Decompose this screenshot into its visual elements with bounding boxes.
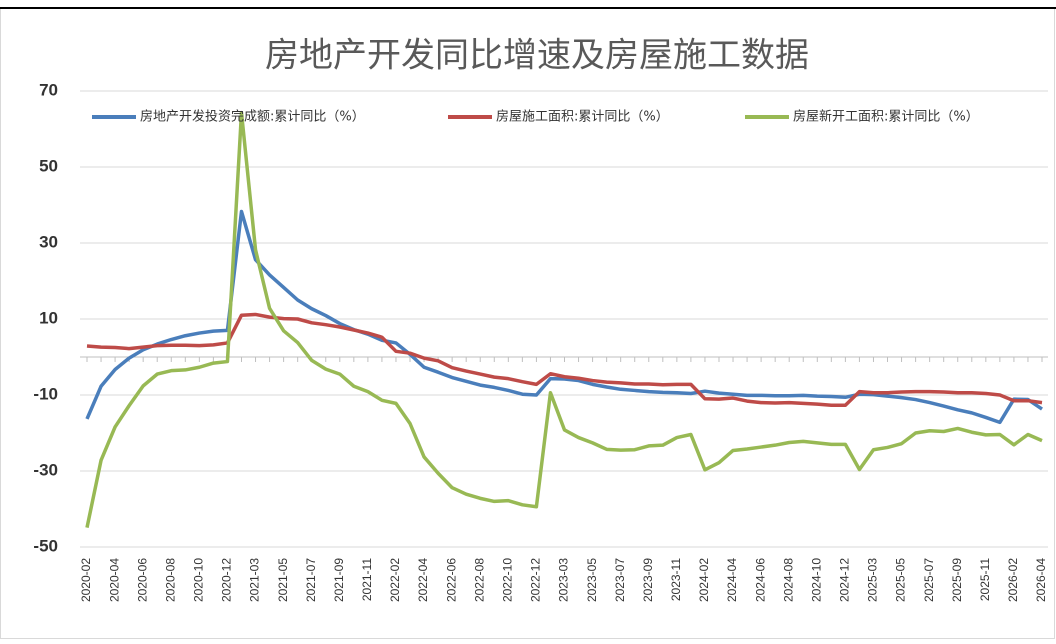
x-tick-label: 2022-12 [529,558,543,602]
x-tick-label: 2020-04 [107,558,121,602]
x-tick-label: 2024-10 [809,558,823,602]
x-tick-label: 2023-09 [641,558,655,602]
series-line [86,312,1043,408]
x-tick-label: 2022-02 [388,558,402,602]
y-tick-label: 30 [39,232,58,251]
x-tick-label: 2020-12 [220,558,234,602]
y-tick-label: -50 [33,536,58,555]
x-tick-label: 2023-07 [613,558,627,602]
x-tick-label: 2020-10 [192,558,206,602]
y-tick-label: 50 [39,156,58,175]
y-tick-label: -30 [33,460,58,479]
x-tick-label: 2020-06 [135,558,149,602]
x-tick-label: 2021-03 [248,558,262,602]
y-tick-label: -10 [33,384,58,403]
x-tick-label: 2024-12 [838,558,852,602]
x-tick-label: 2025-03 [866,558,880,602]
x-tick-label: 2024-02 [697,558,711,602]
legend-label: 房地产开发投资完成额:累计同比（%） [140,109,365,125]
x-tick-label: 2022-08 [472,558,486,602]
legend-label: 房屋施工面积:累计同比（%） [496,109,669,125]
x-tick-label: 2023-03 [557,558,571,602]
legend-label: 房屋新开工面积:累计同比（%） [793,109,979,125]
x-tick-label: 2025-11 [978,558,992,601]
x-tick-label: 2023-05 [585,558,599,602]
y-tick-label: 10 [39,308,58,327]
y-tick-label: 70 [39,80,58,99]
x-tick-label: 2020-08 [163,558,177,602]
x-tick-label: 2021-09 [332,558,346,602]
x-tick-label: 2024-06 [753,558,767,602]
chart-frame [0,8,1055,639]
x-tick-label: 2024-08 [781,558,795,602]
x-tick-label: 2022-10 [500,558,514,602]
x-tick-label: 2022-04 [416,558,430,602]
x-tick-label: 2024-04 [725,558,739,602]
x-tick-label: 2025-09 [950,558,964,602]
x-tick-label: 2020-02 [79,558,93,602]
x-tick-label: 2025-07 [922,558,936,602]
x-tick-label: 2025-05 [894,558,908,602]
chart-title: 房地产开发同比增速及房屋施工数据 [265,36,809,76]
x-tick-label: 2021-11 [360,558,374,601]
series-line [85,110,1043,528]
x-tick-label: 2022-06 [444,558,458,602]
x-tick-label: 2026-04 [1034,558,1048,602]
series-line [85,209,1043,425]
x-tick-label: 2021-07 [304,558,318,602]
x-tick-label: 2021-05 [276,558,290,602]
x-tick-label: 2023-11 [669,558,683,601]
x-tick-label: 2026-02 [1006,558,1020,602]
